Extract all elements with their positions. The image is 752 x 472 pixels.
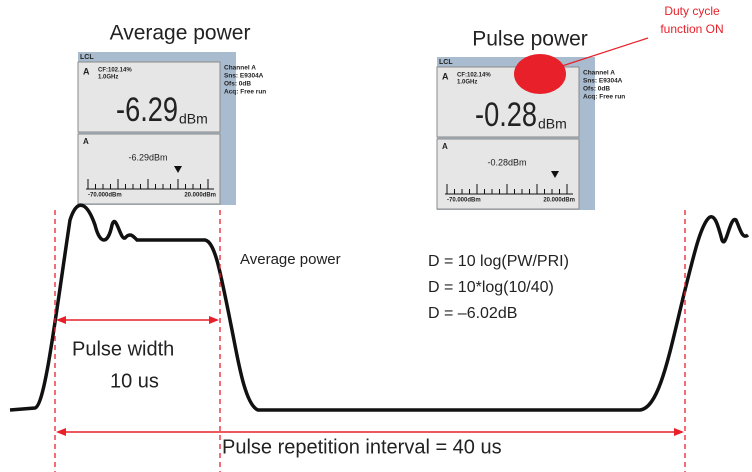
lower-channel: A	[83, 137, 89, 146]
info: Sns: E9304A	[583, 78, 623, 85]
info: Ofs: 0dB	[224, 81, 251, 88]
scale-max: 20.000dBm	[543, 198, 575, 204]
freq: 1.0GHz	[98, 75, 118, 81]
channel: A	[83, 66, 90, 76]
info: Acq: Free run	[583, 94, 625, 101]
label: Average power	[240, 251, 341, 268]
info: Ofs: 0dB	[583, 86, 610, 93]
label: Pulse repetition interval = 40 us	[222, 436, 502, 458]
cf: CF:102.14%	[457, 73, 491, 79]
diagram: Average power Pulse power Duty cycle fun…	[0, 0, 752, 472]
reading: -0.28	[475, 95, 537, 134]
info: Channel A	[224, 65, 256, 72]
title-average: Average power	[110, 22, 251, 45]
label: 10 us	[110, 370, 159, 392]
cf: CF:102.14%	[98, 68, 132, 74]
highlight-circle	[514, 54, 566, 94]
info: Acq: Free run	[224, 89, 266, 96]
reading: -6.29	[116, 90, 178, 129]
info: Sns: E9304A	[224, 73, 264, 80]
channel: A	[442, 71, 449, 81]
label: Pulse width	[72, 338, 174, 360]
scale-max: 20.000dBm	[184, 193, 216, 199]
unit: dBm	[179, 111, 208, 127]
lower-reading: -6.29dBm	[128, 152, 167, 162]
lower-reading: -0.28dBm	[487, 157, 526, 167]
unit: dBm	[538, 116, 567, 132]
freq: 1.0GHz	[457, 80, 477, 86]
formula: D = 10 log(PW/PRI)	[428, 253, 569, 270]
scale-min: -70.000dBm	[88, 193, 122, 199]
formula: D = –6.02dB	[428, 305, 517, 322]
info: Channel A	[583, 70, 615, 77]
annotation: Duty cycle	[664, 4, 720, 18]
lcl: LCL	[439, 59, 453, 66]
lower-channel: A	[442, 142, 448, 151]
title-pulse: Pulse power	[472, 28, 588, 51]
formulas: D = 10 log(PW/PRI) D = 10*log(10/40) D = –…	[428, 253, 569, 322]
formula: D = 10*log(10/40)	[428, 279, 554, 296]
annotation: function ON	[660, 22, 723, 36]
scale-min: -70.000dBm	[447, 198, 481, 204]
lcl: LCL	[80, 54, 94, 61]
